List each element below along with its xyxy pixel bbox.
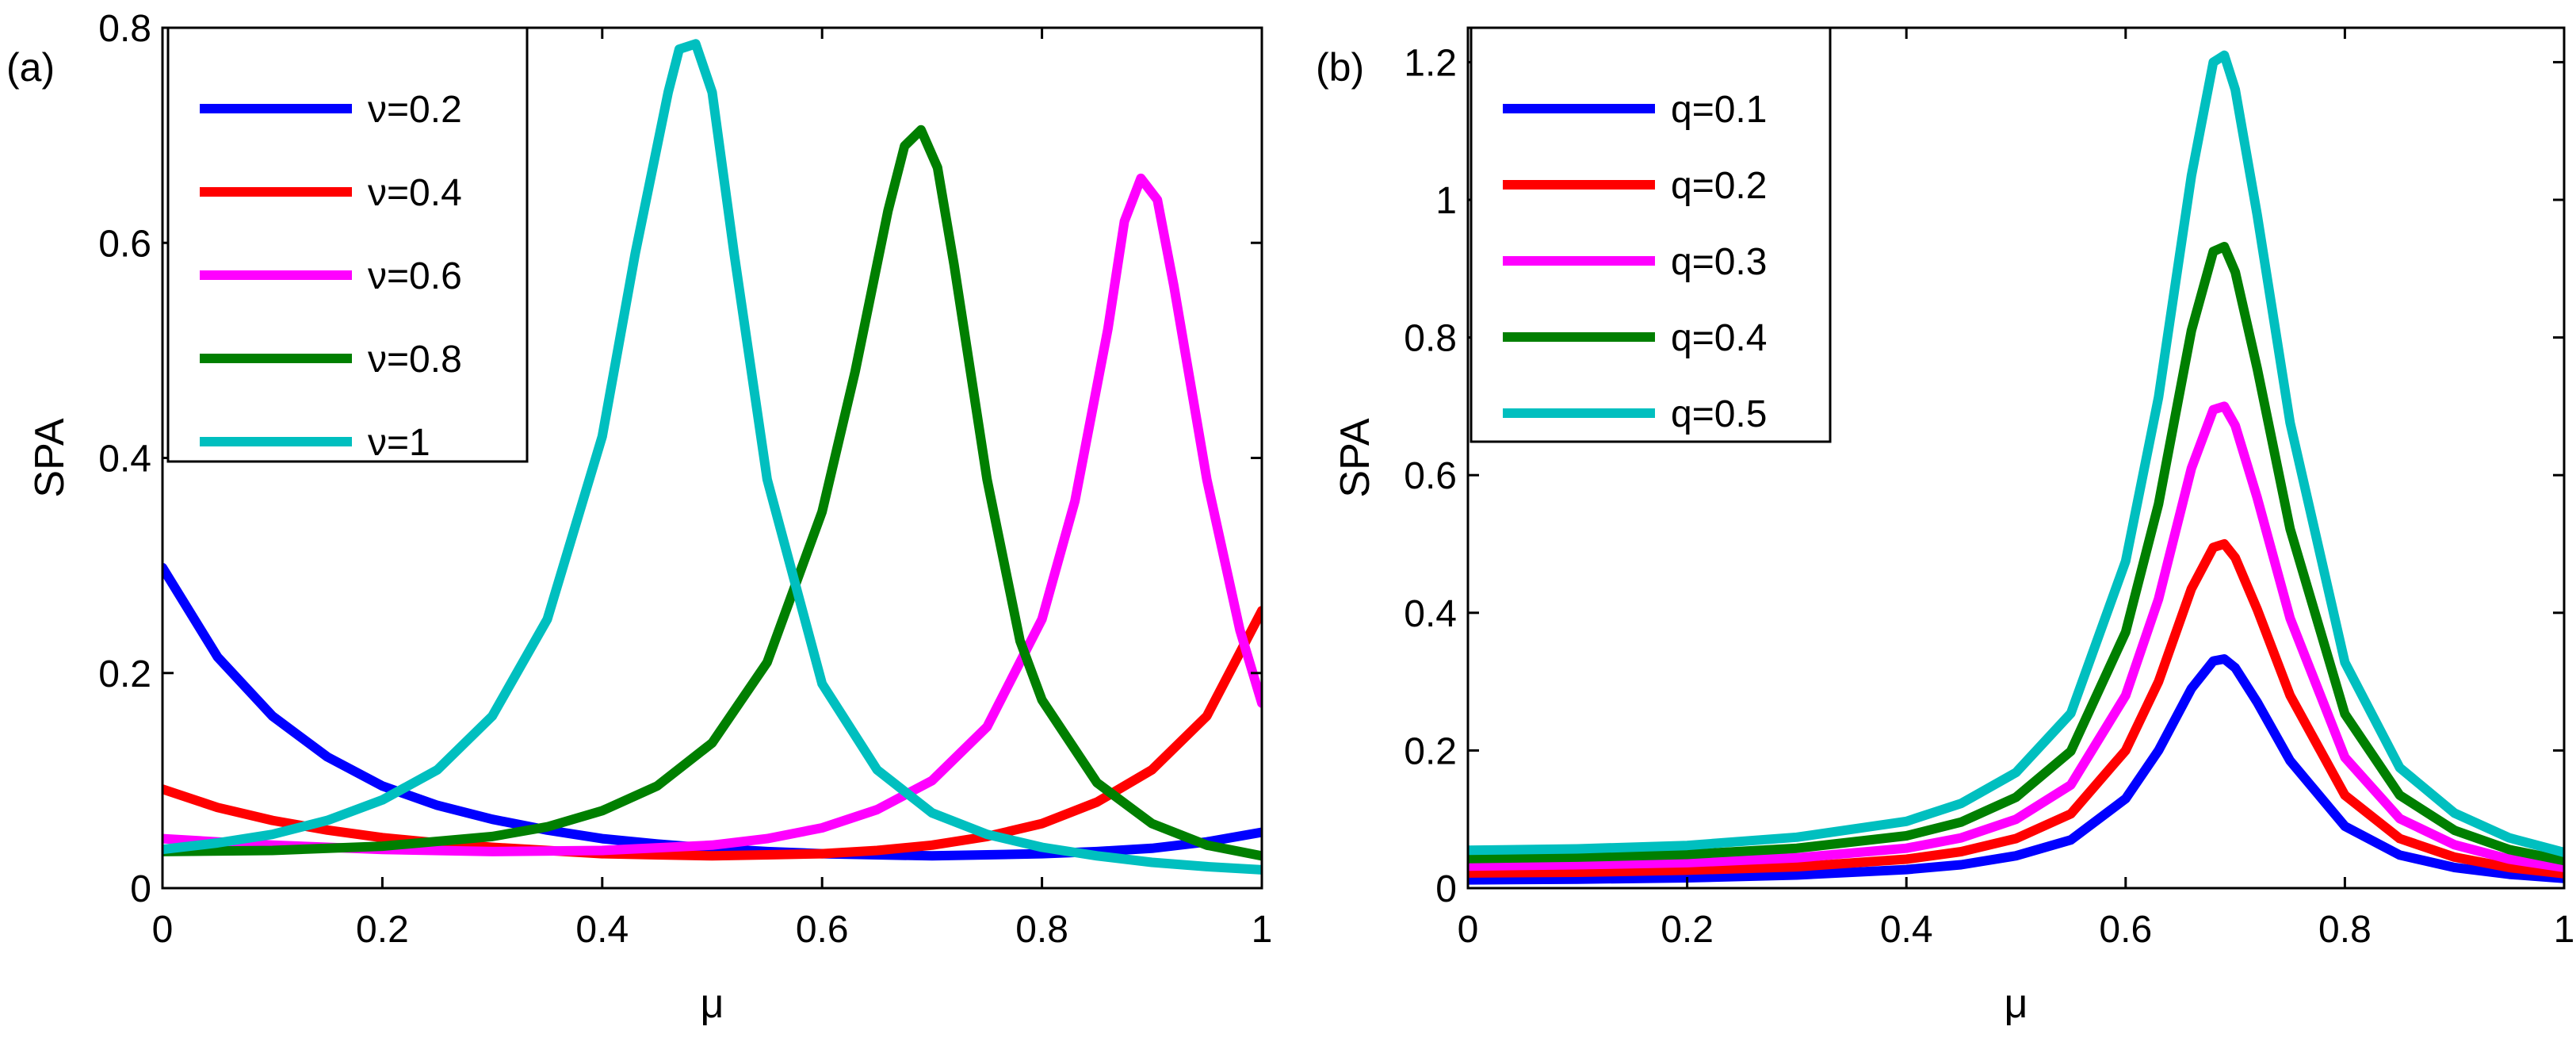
panel-b-x-axis-label: μ (2005, 981, 2028, 1027)
panel-a-ticks: 0 0.2 0.4 0.6 0.8 1 0 0.2 0.4 0.6 0.8 (98, 8, 1272, 951)
panel-a-legend-label: ν=0.8 (368, 339, 462, 381)
panel-a-series (162, 39, 1262, 875)
panel-b-x-tick-label: 0 (1458, 909, 1479, 951)
panel-b-chart: 0 0.2 0.4 0.6 0.8 1 0 0.2 0.4 0.6 0.8 1 1.2 (b) μ SP… (1316, 26, 2575, 1027)
panel-a-legend-label: ν=0.4 (368, 172, 462, 214)
panel-b-series-line-4 (1468, 242, 2564, 866)
panel-a-x-tick-label: 0.6 (796, 909, 849, 951)
panel-a-x-tick-label: 0.2 (356, 909, 409, 951)
panel-a-series-line-1 (162, 562, 1262, 861)
panel-b-legend: q=0.1 q=0.2 q=0.3 q=0.4 q=0.5 (1470, 26, 1832, 443)
panel-b-x-tick-label: 0.2 (1661, 909, 1714, 951)
panel-a-tag: (a) (6, 45, 55, 90)
panel-b-legend-label: q=0.3 (1671, 241, 1767, 283)
panel-a-series-line-2 (162, 606, 1262, 861)
panel-a-legend: ν=0.2 ν=0.4 ν=0.6 ν=0.8 ν=1 (166, 26, 529, 464)
panel-b-y-tick-label: 0.8 (1404, 318, 1457, 360)
panel-a-series-line-5 (162, 39, 1262, 875)
panel-b-x-tick-label: 0.4 (1880, 909, 1933, 951)
panel-b-y-tick-label: 0 (1435, 868, 1457, 910)
panel-b-legend-label: q=0.5 (1671, 393, 1767, 435)
panel-b-legend-label: q=0.1 (1671, 89, 1767, 131)
panel-b-x-tick-label: 0.6 (2099, 909, 2152, 951)
panel-b-series-line-1 (1468, 654, 2564, 885)
panel-b-x-tick-label: 1 (2554, 909, 2575, 951)
panel-b-y-tick-label: 0.4 (1404, 593, 1457, 635)
panel-a-y-tick-label: 0.6 (98, 223, 151, 265)
panel-b-plot-frame (1466, 26, 2566, 890)
panel-b-legend-label: q=0.2 (1671, 165, 1767, 207)
panel-b-legend-box (1470, 26, 1832, 443)
panel-a-legend-box (166, 26, 529, 463)
panel-a-y-tick-label: 0.2 (98, 653, 151, 695)
panel-b-legend-label: q=0.4 (1671, 317, 1767, 359)
panel-b-y-axis-label: SPA (1332, 418, 1378, 498)
panel-b-series-line-3 (1468, 401, 2564, 872)
panel-b-series-line-5 (1468, 50, 2564, 857)
panel-b-y-tick-label: 1 (1435, 180, 1457, 222)
panel-a-x-axis-label: μ (701, 981, 724, 1027)
panel-a-y-tick-label: 0 (130, 868, 151, 910)
panel-a-chart: 0 0.2 0.4 0.6 0.8 1 0 0.2 0.4 0.6 0.8 (a) μ SPA ν=… (6, 8, 1272, 1027)
panel-a-legend-label: ν=0.2 (368, 89, 462, 131)
panel-b-series-line-2 (1468, 539, 2564, 879)
panel-b-y-tick-label: 0.6 (1404, 455, 1457, 497)
panel-a-legend-label: ν=0.6 (368, 255, 462, 297)
panel-a-y-tick-label: 0.8 (98, 8, 151, 50)
panel-a-y-axis-label: SPA (27, 418, 73, 498)
panel-a-x-tick-label: 0.4 (575, 909, 629, 951)
panel-a-series-line-3 (162, 173, 1262, 856)
panel-a-x-tick-label: 0.8 (1015, 909, 1068, 951)
panel-a-y-tick-label: 0.4 (98, 439, 151, 481)
panel-a-series-line-4 (162, 124, 1262, 861)
panel-b-x-tick-label: 0.8 (2318, 909, 2372, 951)
panel-b-series (1468, 50, 2564, 885)
panel-b-y-tick-label: 0.2 (1404, 730, 1457, 772)
panel-b-y-tick-label: 1.2 (1404, 42, 1457, 84)
panel-a-legend-label: ν=1 (368, 422, 430, 464)
panel-a-x-tick-label: 0 (152, 909, 174, 951)
panel-a-x-tick-label: 1 (1252, 909, 1273, 951)
panel-b-tag: (b) (1316, 45, 1364, 90)
